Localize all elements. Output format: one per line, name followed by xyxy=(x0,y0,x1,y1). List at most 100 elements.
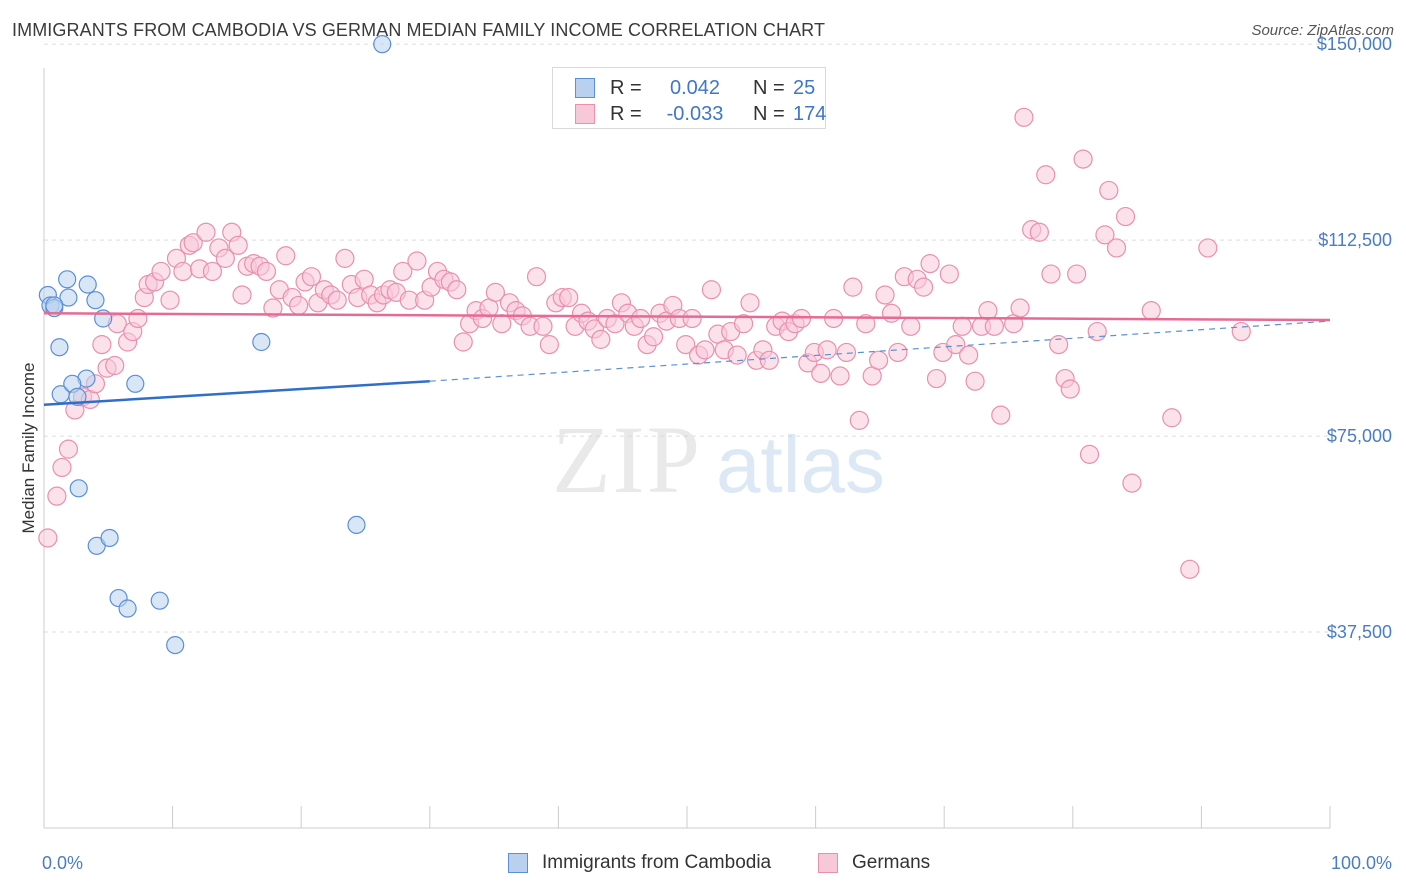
cambodia-trend-line xyxy=(43,379,430,406)
data-point xyxy=(215,248,235,268)
data-point xyxy=(1014,107,1034,127)
data-point xyxy=(58,439,79,459)
legend-label: Immigrants from Cambodia xyxy=(542,852,772,873)
data-point xyxy=(78,275,97,294)
data-point xyxy=(843,277,863,297)
cambodia-swatch xyxy=(508,853,528,873)
data-point xyxy=(335,248,355,268)
data-point xyxy=(92,335,112,355)
data-point xyxy=(52,457,72,478)
gridlines xyxy=(44,43,1330,633)
axes xyxy=(43,68,1331,829)
data-point xyxy=(393,261,413,282)
data-point xyxy=(407,251,427,271)
data-point xyxy=(1115,206,1136,227)
data-point xyxy=(252,332,271,352)
germans-swatch xyxy=(818,853,838,873)
data-point xyxy=(151,261,171,282)
data-point xyxy=(45,296,64,315)
data-point xyxy=(901,316,921,336)
data-point xyxy=(47,486,67,506)
data-point xyxy=(1099,180,1119,201)
data-point xyxy=(276,246,296,266)
data-point xyxy=(59,288,78,307)
data-point xyxy=(701,280,722,300)
data-point xyxy=(1079,444,1100,464)
data-point xyxy=(1041,264,1061,284)
data-point xyxy=(1106,238,1127,258)
cambodia-swatch xyxy=(575,78,595,98)
data-point xyxy=(856,314,876,334)
data-point xyxy=(991,405,1011,425)
data-point xyxy=(289,295,309,316)
data-point xyxy=(1060,379,1080,399)
trend-lines xyxy=(43,312,1331,406)
data-point xyxy=(695,340,715,360)
data-point xyxy=(196,222,216,242)
data-point xyxy=(559,287,579,308)
data-point xyxy=(68,387,87,406)
n-label: N = xyxy=(753,103,785,125)
data-point xyxy=(327,290,347,310)
data-point xyxy=(959,345,979,365)
watermark-zip: ZIP xyxy=(552,406,702,513)
data-point xyxy=(920,254,940,274)
data-point xyxy=(202,261,223,282)
data-point xyxy=(1073,149,1093,169)
data-point xyxy=(631,308,651,329)
data-point xyxy=(263,298,283,318)
data-point xyxy=(183,233,203,253)
data-point xyxy=(849,410,869,430)
data-point xyxy=(811,363,831,383)
data-point xyxy=(1049,335,1069,355)
data-point xyxy=(965,371,985,391)
data-point xyxy=(1198,238,1218,258)
r-value: -0.033 xyxy=(666,103,724,125)
n-value: 174 xyxy=(793,103,827,125)
data-point xyxy=(492,314,512,334)
data-point xyxy=(232,285,252,305)
data-point xyxy=(447,280,467,300)
germans-points xyxy=(38,107,1251,579)
data-point xyxy=(1162,408,1182,428)
data-point xyxy=(485,282,505,302)
y-axis-title: Median Family Income xyxy=(19,362,38,533)
r-value: 0.042 xyxy=(669,77,721,99)
data-point xyxy=(301,267,322,287)
data-point xyxy=(605,314,625,334)
data-point xyxy=(869,350,889,370)
data-point xyxy=(128,308,148,329)
data-point xyxy=(759,350,779,370)
r-label: R = xyxy=(610,77,642,99)
y-tick-labels: $37,500 $75,000 $112,500 $150,000 xyxy=(1317,34,1392,642)
data-point xyxy=(453,332,473,352)
data-point xyxy=(740,293,760,313)
x-tick-label-max: 100.0% xyxy=(1331,853,1392,873)
x-tick-label-min: 0.0% xyxy=(42,853,83,873)
data-point xyxy=(105,355,125,376)
data-point xyxy=(228,235,248,255)
data-point xyxy=(733,314,754,334)
data-point xyxy=(533,316,553,336)
data-point xyxy=(1067,264,1087,284)
legend-label: Germans xyxy=(852,852,931,873)
watermark-atlas: atlas xyxy=(716,420,885,509)
data-point xyxy=(118,599,137,618)
data-point xyxy=(150,591,169,610)
chart-title: IMMIGRANTS FROM CAMBODIA VS GERMAN MEDIA… xyxy=(12,20,826,40)
data-point xyxy=(69,479,88,498)
data-point xyxy=(256,261,277,282)
data-point xyxy=(888,342,908,363)
germans-trend-line xyxy=(43,312,1331,322)
data-point xyxy=(173,261,193,282)
data-point xyxy=(643,327,664,347)
data-point xyxy=(160,290,180,310)
data-point xyxy=(1180,559,1200,579)
data-point xyxy=(984,316,1004,336)
data-point xyxy=(1029,222,1049,242)
data-point xyxy=(100,528,119,548)
source-label: Source: ZipAtlas.com xyxy=(1251,22,1394,39)
data-point xyxy=(1122,473,1142,493)
watermark: ZIP atlas xyxy=(552,406,885,513)
data-point xyxy=(817,340,837,360)
